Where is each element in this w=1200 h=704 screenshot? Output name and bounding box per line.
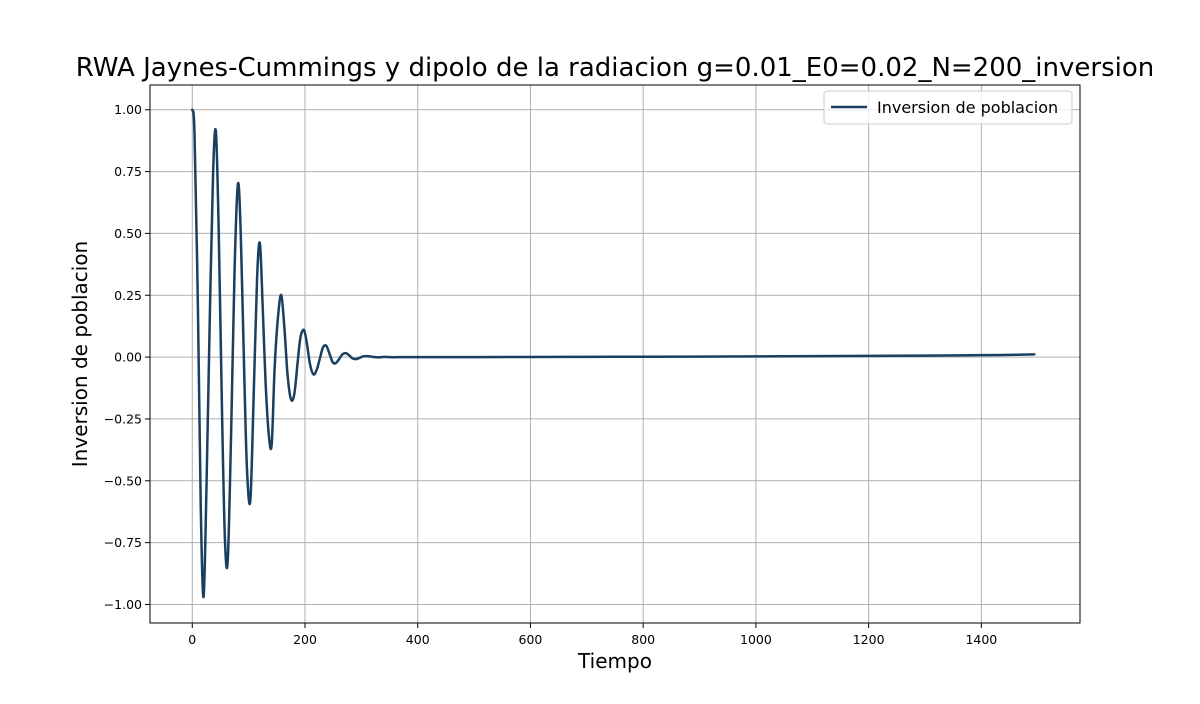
x-tick-label: 200 (293, 632, 317, 647)
y-axis-ticks: −1.00 −0.75 −0.50 −0.25 0.00 0.25 0.50 0.75 1.00 (104, 102, 150, 612)
y-tick-label: 0.75 (114, 164, 142, 179)
y-tick-label: −0.25 (104, 411, 142, 426)
x-tick-label: 1400 (965, 632, 997, 647)
y-tick-label: 1.00 (114, 102, 142, 117)
y-tick-label: −1.00 (104, 597, 142, 612)
chart-title: RWA Jaynes-Cummings y dipolo de la radia… (76, 53, 1154, 83)
x-axis-ticks: 0 200 400 600 800 1000 1200 1400 (188, 623, 997, 647)
legend-series-label: Inversion de poblacion (877, 98, 1058, 117)
grid-lines (150, 85, 1080, 623)
y-tick-label: 0.00 (114, 350, 142, 365)
x-axis-label: Tiempo (577, 649, 652, 673)
legend-box (823, 90, 1073, 125)
y-tick-label: −0.75 (104, 535, 142, 550)
x-tick-label: 600 (519, 632, 543, 647)
y-tick-label: 0.25 (114, 288, 142, 303)
x-tick-label: 400 (406, 632, 430, 647)
x-tick-label: 0 (188, 632, 196, 647)
x-tick-label: 1000 (740, 632, 772, 647)
x-tick-label: 800 (631, 632, 655, 647)
legend: Inversion de poblacion (823, 90, 1073, 125)
series-layer (191, 108, 1036, 599)
series-line (191, 108, 1036, 599)
plot-area-frame (149, 84, 1081, 624)
y-tick-label: 0.50 (114, 226, 142, 241)
y-axis-label: Inversion de poblacion (68, 241, 92, 467)
y-tick-label: −0.50 (104, 473, 142, 488)
x-tick-label: 1200 (853, 632, 885, 647)
